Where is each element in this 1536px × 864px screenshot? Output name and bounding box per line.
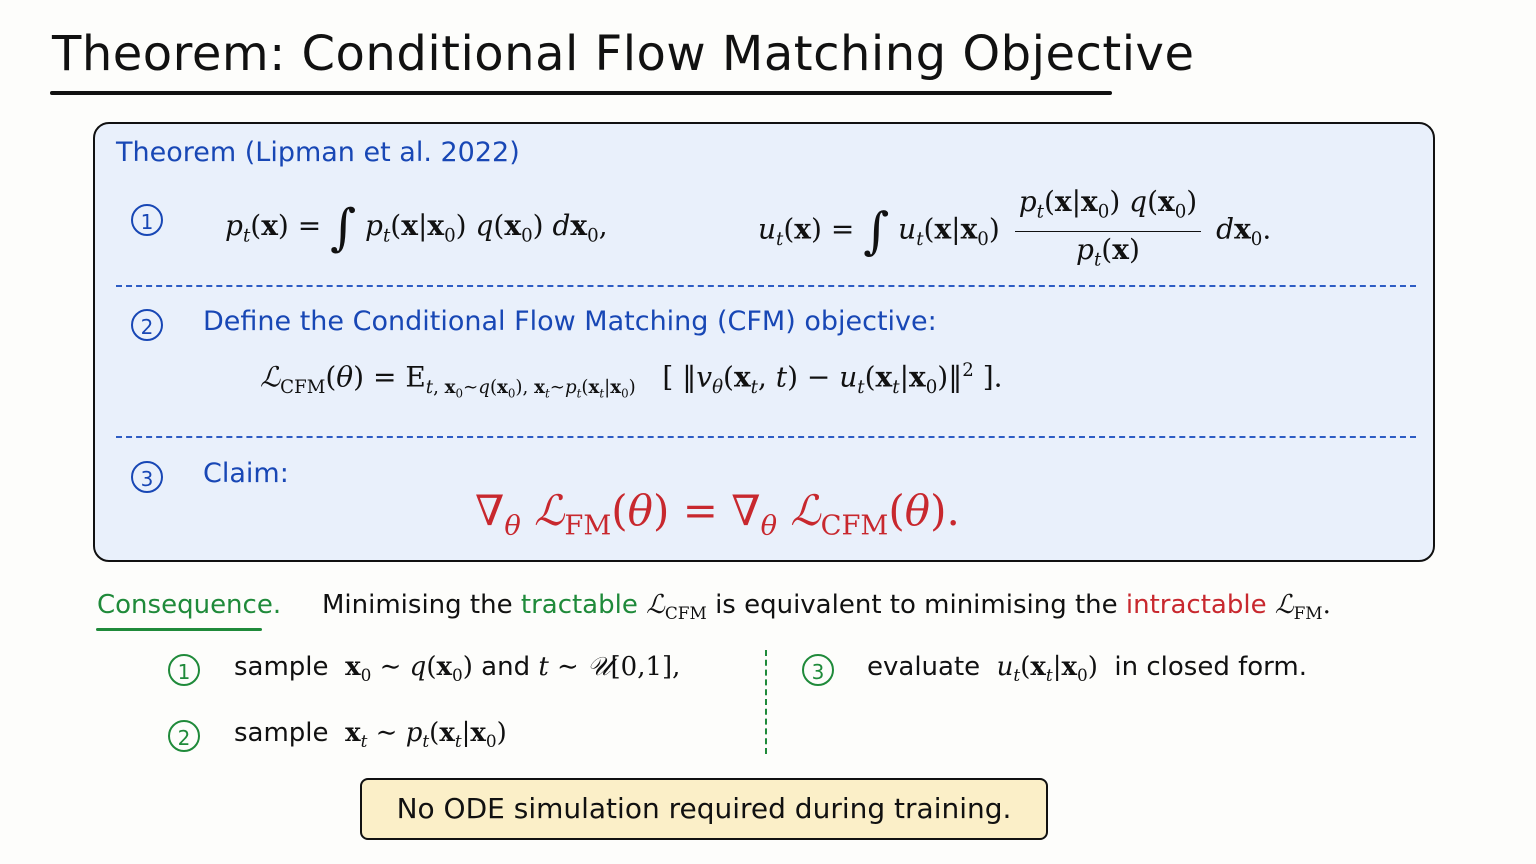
step-1-number: 1	[168, 654, 200, 686]
step-1-text: sample x0 ∼ q(x0) and t ∼ 𝒰[0,1],	[234, 652, 680, 685]
step-2-word: sample	[234, 718, 329, 748]
sentence-mid: is equivalent to minimising the	[715, 590, 1118, 620]
step-3-math: ut(xt|x0)	[996, 652, 1107, 686]
consequence-sentence: Minimising the tractable ℒCFM is equival…	[322, 590, 1331, 623]
consequence-underline	[96, 628, 262, 631]
note-callout: No ODE simulation required during traini…	[360, 778, 1048, 840]
gradient-claim-equation: ∇θ ℒFM(θ) = ∇θ ℒCFM(θ).	[475, 486, 960, 542]
step-3-word: evaluate	[867, 652, 981, 682]
page-title: Theorem: Conditional Flow Matching Objec…	[52, 26, 1195, 82]
step-2-number: 2	[168, 720, 200, 752]
tractable-word: tractable	[520, 590, 638, 620]
item-2-text: Define the Conditional Flow Matching (CF…	[203, 306, 937, 337]
step-2-text: sample xt ∼ pt(xt|x0)	[234, 718, 507, 751]
divider-1	[116, 285, 1416, 287]
step-1-word: sample	[234, 652, 329, 682]
intractable-word: intractable	[1125, 590, 1267, 620]
item-1-number: 1	[131, 204, 163, 236]
step-3-text: evaluate ut(xt|x0) in closed form.	[867, 652, 1307, 685]
steps-divider	[765, 650, 767, 754]
item-2-number: 2	[131, 309, 163, 341]
cfm-objective-equation: ℒCFM(θ) = Et, x0∼q(x0), xt∼pt(xt|x0) [ ‖…	[260, 360, 1003, 401]
theorem-box	[93, 122, 1435, 562]
step-1-math-b: t ∼ 𝒰[0,1],	[538, 652, 681, 682]
item-3-number: 3	[131, 461, 163, 493]
marginal-field-equation: ut(x) = ∫ ut(x|x0) pt(x|x0) q(x0) pt(x) d…	[758, 185, 1272, 271]
step-1-math-a: x0 ∼ q(x0)	[345, 652, 473, 686]
step-3-number: 3	[802, 654, 834, 686]
fm-loss-symbol: ℒFM.	[1274, 590, 1331, 624]
step-3-suffix: in closed form.	[1114, 652, 1307, 682]
theorem-header: Theorem (Lipman et al. 2022)	[116, 137, 520, 168]
title-underline	[50, 91, 1112, 95]
consequence-label: Consequence.	[97, 590, 282, 620]
divider-2	[116, 436, 1416, 438]
marginal-path-equation: pt(x) = ∫ pt(x|x0) q(x0) dx0,	[225, 198, 608, 257]
item-3-text: Claim:	[203, 458, 289, 489]
step-2-math: xt ∼ pt(xt|x0)	[345, 718, 507, 752]
cfm-loss-symbol: ℒCFM	[646, 590, 707, 624]
step-1-and: and	[481, 652, 531, 682]
sentence-prefix: Minimising the	[322, 590, 513, 620]
